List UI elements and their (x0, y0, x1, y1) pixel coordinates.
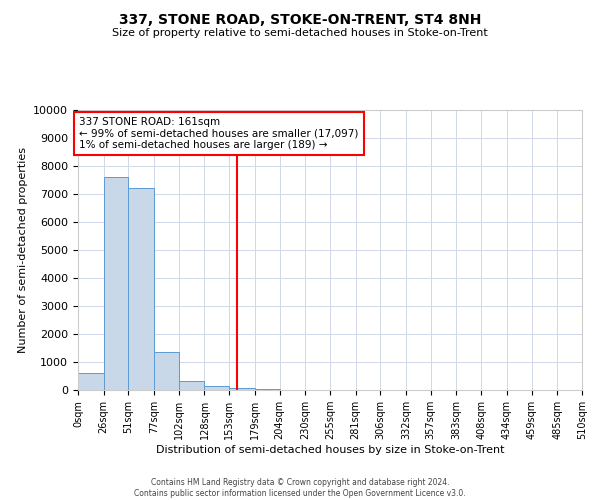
X-axis label: Distribution of semi-detached houses by size in Stoke-on-Trent: Distribution of semi-detached houses by … (156, 445, 504, 455)
Text: Size of property relative to semi-detached houses in Stoke-on-Trent: Size of property relative to semi-detach… (112, 28, 488, 38)
Bar (128, 188, 154, 390)
Bar (205, 386, 229, 390)
Text: Contains HM Land Registry data © Crown copyright and database right 2024.
Contai: Contains HM Land Registry data © Crown c… (134, 478, 466, 498)
Bar (78, 373, 104, 390)
Bar (104, 177, 128, 390)
Bar (154, 352, 179, 390)
Bar (255, 388, 280, 390)
Text: 337, STONE ROAD, STOKE-ON-TRENT, ST4 8NH: 337, STONE ROAD, STOKE-ON-TRENT, ST4 8NH (119, 12, 481, 26)
Y-axis label: Number of semi-detached properties: Number of semi-detached properties (18, 147, 28, 353)
Bar (179, 381, 205, 390)
Bar (229, 388, 255, 390)
Text: 337 STONE ROAD: 161sqm
← 99% of semi-detached houses are smaller (17,097)
1% of : 337 STONE ROAD: 161sqm ← 99% of semi-det… (79, 117, 358, 150)
